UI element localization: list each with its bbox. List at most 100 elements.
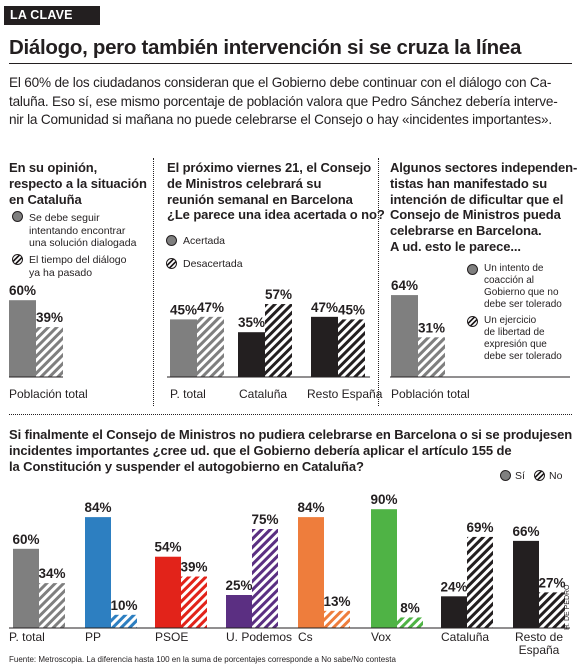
question-line: reunión semanal en Barcelona bbox=[167, 191, 353, 207]
legend-line: Acertada bbox=[183, 235, 226, 247]
value-label: 13% bbox=[323, 594, 350, 609]
bar-first bbox=[311, 316, 338, 377]
category-label: Vox bbox=[371, 630, 391, 644]
value-label: 64% bbox=[391, 278, 418, 293]
category-label: P. total bbox=[170, 387, 206, 401]
panel-divider bbox=[378, 158, 379, 406]
question-line: Consejo de Ministros pueda bbox=[390, 207, 561, 223]
value-label: 47% bbox=[311, 300, 338, 315]
category-label: P. total bbox=[9, 630, 45, 644]
bar-first bbox=[371, 509, 397, 628]
value-label: 60% bbox=[12, 532, 39, 547]
legend-line: Sí bbox=[515, 470, 525, 482]
panel2-legend-item: Desacertada bbox=[183, 258, 243, 271]
panel3-legend-item: Un ejercicio de libertad de expresión qu… bbox=[484, 315, 562, 363]
bar-first bbox=[441, 596, 467, 628]
legend-swatch-solid bbox=[500, 470, 511, 481]
legend-line: Se debe seguir bbox=[29, 212, 100, 224]
intro-line: nir la Comunidad si mañana no puede cele… bbox=[9, 112, 552, 128]
question-line: A ud. esto le parece... bbox=[390, 238, 521, 254]
legend-swatch-solid bbox=[12, 211, 23, 222]
category-label: Cs bbox=[298, 630, 313, 644]
category-label: Resto España bbox=[307, 387, 383, 401]
question-line: de Ministros celebrará su bbox=[167, 175, 322, 191]
legend-line: Un intento de bbox=[484, 263, 544, 274]
bar-first bbox=[391, 295, 418, 377]
source-note: Fuente: Metroscopia. La diferencia hasta… bbox=[9, 655, 396, 664]
value-label: 31% bbox=[418, 320, 445, 335]
value-label: 84% bbox=[84, 500, 111, 515]
value-label: 60% bbox=[9, 283, 36, 298]
section-tag: LA CLAVE bbox=[4, 6, 100, 25]
panel4-legend-item: No bbox=[549, 470, 562, 483]
panel2-legend-item: Acertada bbox=[183, 235, 225, 248]
bar-second bbox=[39, 583, 65, 628]
question-line: En su opinión, bbox=[9, 160, 98, 175]
question-line: El próximo viernes 21, el Consejo bbox=[167, 160, 372, 175]
legend-swatch-hatched bbox=[166, 258, 177, 269]
question-line: la Constitución y suspender el autogobie… bbox=[9, 458, 364, 474]
legend-swatch-hatched bbox=[534, 470, 545, 481]
legend-line: expresión que bbox=[484, 339, 547, 350]
value-label: 27% bbox=[538, 575, 565, 590]
legend-swatch-solid bbox=[166, 235, 177, 246]
section-divider bbox=[9, 414, 572, 415]
bar-first bbox=[9, 300, 36, 377]
value-label: 54% bbox=[154, 540, 181, 555]
bar-first bbox=[238, 332, 265, 377]
bar-second bbox=[418, 337, 445, 377]
legend-line: Un ejercicio bbox=[484, 315, 537, 326]
panel4-legend-item: Sí bbox=[515, 470, 525, 483]
value-label: 90% bbox=[370, 492, 397, 507]
value-label: 84% bbox=[297, 500, 324, 515]
bar-second bbox=[397, 617, 423, 628]
headline: Diálogo, pero también intervención si se… bbox=[9, 36, 522, 59]
value-label: 39% bbox=[36, 310, 63, 325]
category-label: Población total bbox=[9, 387, 88, 401]
value-label: 39% bbox=[180, 560, 207, 575]
value-label: 57% bbox=[265, 287, 292, 302]
panel2-question: El próximo viernes 21, el Consejo de Min… bbox=[167, 160, 385, 223]
bar-second bbox=[324, 610, 350, 628]
author-credit: H. DE PEDRO bbox=[564, 584, 571, 630]
question-line: Algunos sectores independen- bbox=[390, 160, 578, 175]
legend-line: intentando encontrar bbox=[29, 224, 126, 237]
legend-line: una solución dialogada bbox=[29, 237, 137, 249]
legend-line: Gobierno que no bbox=[484, 287, 559, 298]
value-label: 75% bbox=[251, 512, 278, 527]
legend-swatch-hatched bbox=[12, 254, 23, 265]
intro-line: El 60% de los ciudadanos consideran que … bbox=[9, 75, 552, 90]
question-line: Si finalmente el Consejo de Ministros no… bbox=[9, 427, 573, 442]
value-label: 34% bbox=[38, 566, 65, 581]
legend-line: ya ha pasado bbox=[29, 266, 93, 279]
legend-line: Desacertada bbox=[183, 258, 243, 270]
value-label: 10% bbox=[110, 598, 137, 613]
value-label: 45% bbox=[170, 302, 197, 317]
panel-divider bbox=[153, 158, 154, 406]
panel1-question: En su opinión, respecto a la situación e… bbox=[9, 160, 147, 207]
bar-first bbox=[298, 517, 324, 628]
question-line: respecto a la situación bbox=[9, 175, 147, 191]
category-label: U. Podemos bbox=[226, 630, 292, 644]
headline-rule bbox=[9, 63, 572, 64]
category-label: Resto de bbox=[515, 630, 563, 644]
category-label: Población total bbox=[391, 387, 470, 401]
category-label: PSOE bbox=[155, 630, 188, 644]
bar-second bbox=[111, 614, 137, 628]
legend-line: coacción al bbox=[484, 275, 535, 286]
bar-first bbox=[155, 556, 181, 628]
bar-second bbox=[265, 304, 292, 377]
category-label: Cataluña bbox=[441, 630, 489, 644]
question-line: incidentes importantes ¿cree ud. que el … bbox=[9, 442, 512, 458]
bar-first bbox=[13, 548, 39, 628]
legend-swatch-hatched bbox=[467, 316, 478, 327]
intro-paragraph: El 60% de los ciudadanos consideran que … bbox=[9, 74, 569, 130]
bar-second bbox=[181, 576, 207, 628]
bar-second bbox=[539, 592, 565, 628]
value-label: 24% bbox=[440, 579, 467, 594]
legend-line: de libertad de bbox=[484, 327, 545, 338]
legend-swatch-solid bbox=[467, 264, 478, 275]
legend-line: El tiempo del diálogo bbox=[29, 254, 127, 266]
legend-line: debe ser tolerado bbox=[484, 299, 562, 310]
